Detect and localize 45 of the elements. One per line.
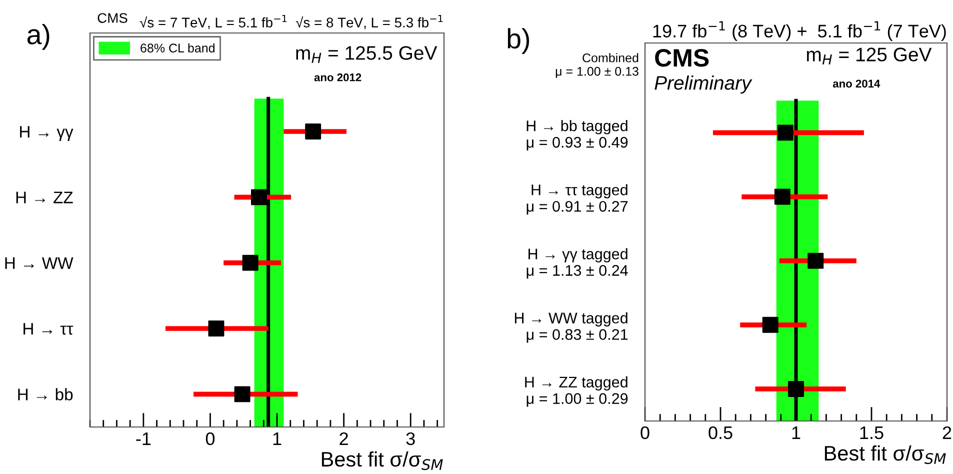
y-tick-label: H → WW tagged μ = 0.83 ± 0.21 bbox=[514, 312, 628, 343]
x-tick-label: 2 bbox=[942, 426, 952, 439]
x-tick-label: 0.5 bbox=[708, 426, 732, 440]
text: ano 2014 bbox=[832, 80, 880, 88]
text: CMS bbox=[655, 49, 709, 67]
x-axis-title: Best fit σ/σ$_{SM}$ bbox=[824, 445, 946, 464]
x-axis-title: Best fit σ/σ$_{SM}$ bbox=[322, 451, 443, 470]
point bbox=[774, 188, 790, 205]
text: CMS bbox=[98, 13, 128, 23]
x-tick-label: 0 bbox=[640, 426, 650, 440]
y-tick-label: H → ZZ bbox=[16, 192, 73, 204]
legend-label: 68% CL band bbox=[140, 43, 214, 52]
y-tick-label: H → ττ tagged μ = 0.91 ± 0.27 bbox=[526, 184, 628, 215]
x-tick-label: 1.5 bbox=[860, 426, 884, 440]
y-tick-label: H → bb tagged μ = 0.93 ± 0.49 bbox=[526, 120, 628, 150]
x-tick-label: 3 bbox=[406, 432, 415, 446]
chart-title: 19.7 fb$^{−1}$ (8 TeV) + 5.1 fb$^{−1}$ (7 TeV) bbox=[653, 21, 946, 42]
x-tick-label: 2 bbox=[340, 432, 348, 445]
point bbox=[788, 380, 804, 397]
text: m$_{H}$ = 125.5 GeV bbox=[296, 46, 438, 63]
point bbox=[808, 252, 824, 269]
point bbox=[777, 124, 794, 141]
point bbox=[208, 320, 224, 336]
text: b) bbox=[508, 28, 530, 54]
y-tick-label: H → ττ bbox=[24, 323, 74, 335]
text: a) bbox=[27, 24, 50, 50]
y-tick-label: H → γγ bbox=[20, 126, 74, 141]
y-tick-label: H → bb bbox=[18, 388, 73, 400]
text: ano 2012 bbox=[314, 73, 362, 82]
x-tick-label: -1 bbox=[136, 432, 151, 445]
y-tick-label: H → ZZ tagged μ = 1.00 ± 0.29 bbox=[525, 376, 628, 407]
chart-title: √s = 7 TeV, L = 5.1 fb$^{−1}$ √s = 8 TeV, L = 5.3 fb$^{−1}$ bbox=[140, 14, 443, 30]
point bbox=[762, 316, 778, 333]
y-tick-label: H → WW bbox=[5, 257, 74, 269]
x-tick-label: 1 bbox=[792, 426, 800, 439]
x-tick-label: 1 bbox=[273, 432, 282, 445]
point bbox=[305, 124, 322, 140]
point bbox=[242, 254, 258, 271]
x-tick-label: 0 bbox=[206, 432, 215, 446]
text: Preliminary bbox=[654, 76, 752, 94]
text: Combined μ = 1.00 ± 0.13 bbox=[556, 53, 638, 78]
point bbox=[251, 189, 267, 206]
y-tick-label: H → γγ tagged μ = 1.13 ± 0.24 bbox=[526, 248, 628, 279]
point bbox=[234, 386, 250, 402]
text: m$_{H}$ = 125 GeV bbox=[806, 48, 932, 64]
